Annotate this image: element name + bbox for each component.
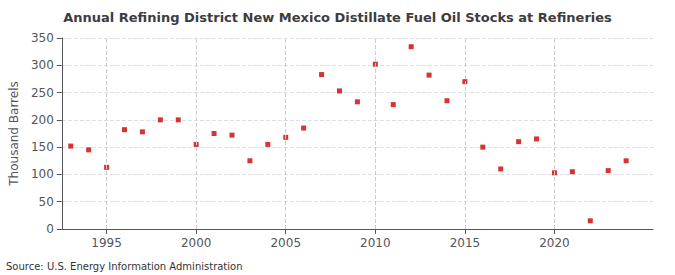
svg-text:Source: U.S. Energy Informatio: Source: U.S. Energy Information Administ… <box>6 261 243 272</box>
svg-text:100: 100 <box>31 167 54 181</box>
svg-text:350: 350 <box>31 31 54 45</box>
svg-text:50: 50 <box>39 195 54 209</box>
svg-text:2000: 2000 <box>181 236 212 250</box>
svg-text:2020: 2020 <box>539 236 570 250</box>
svg-text:300: 300 <box>31 58 54 72</box>
svg-text:250: 250 <box>31 86 54 100</box>
svg-text:2015: 2015 <box>450 236 481 250</box>
svg-text:2005: 2005 <box>270 236 301 250</box>
svg-text:1995: 1995 <box>91 236 122 250</box>
svg-text:0: 0 <box>46 222 54 236</box>
svg-text:150: 150 <box>31 140 54 154</box>
svg-text:2010: 2010 <box>360 236 391 250</box>
svg-text:200: 200 <box>31 113 54 127</box>
svg-text:Thousand Barrels: Thousand Barrels <box>7 81 21 186</box>
svg-text:Annual Refining District New M: Annual Refining District New Mexico Dist… <box>63 10 612 25</box>
